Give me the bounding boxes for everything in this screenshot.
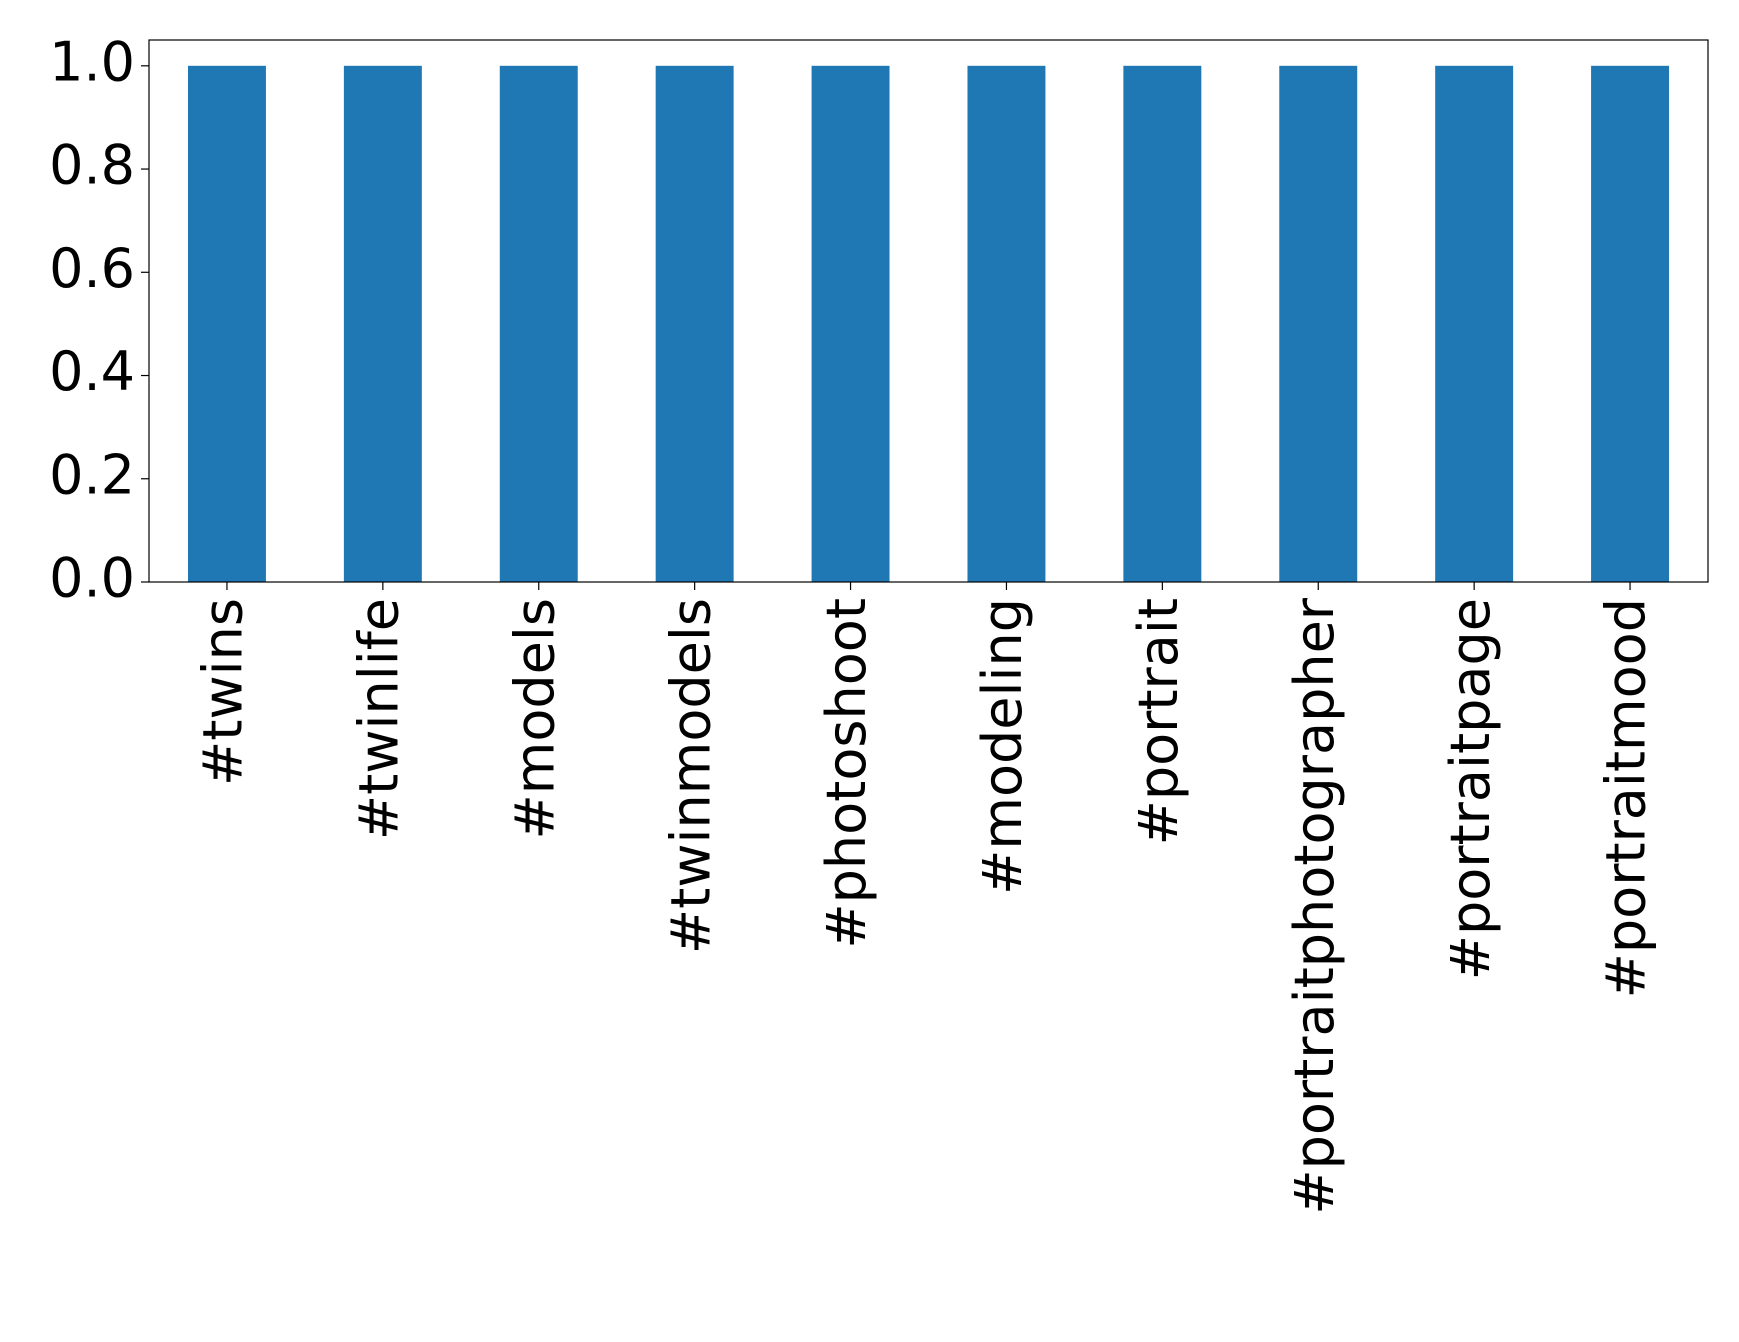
x-tick-label: #twinmodels [659,598,722,954]
x-tick-label: #portraitpage [1439,598,1502,980]
bar [655,65,734,583]
x-tick-label: #portrait [1127,598,1190,845]
x-tick-label: #portraitphotographer [1283,597,1346,1214]
y-tick-label: 0.6 [49,237,135,300]
bar [1123,65,1202,583]
x-tick-label: #modeling [971,598,1034,895]
x-tick-label: #twinlife [347,598,410,840]
bar [811,65,890,583]
bar [1279,65,1358,583]
bar [187,65,266,583]
x-tick-label: #portraitmood [1595,598,1658,998]
plot-frame [148,39,1709,583]
y-tick-label: 0.0 [49,547,135,610]
x-tick-label: #twins [192,598,255,786]
bar [1435,65,1514,583]
x-tick-label: #photoshoot [815,598,878,949]
y-tick-label: 0.2 [49,443,135,506]
bar [499,65,578,583]
bar [343,65,422,583]
y-tick-label: 0.8 [49,134,135,197]
y-tick-label: 1.0 [49,30,135,93]
y-tick-label: 0.4 [49,340,135,403]
bar [1591,65,1670,583]
x-tick-label: #models [503,598,566,840]
bar [967,65,1046,583]
